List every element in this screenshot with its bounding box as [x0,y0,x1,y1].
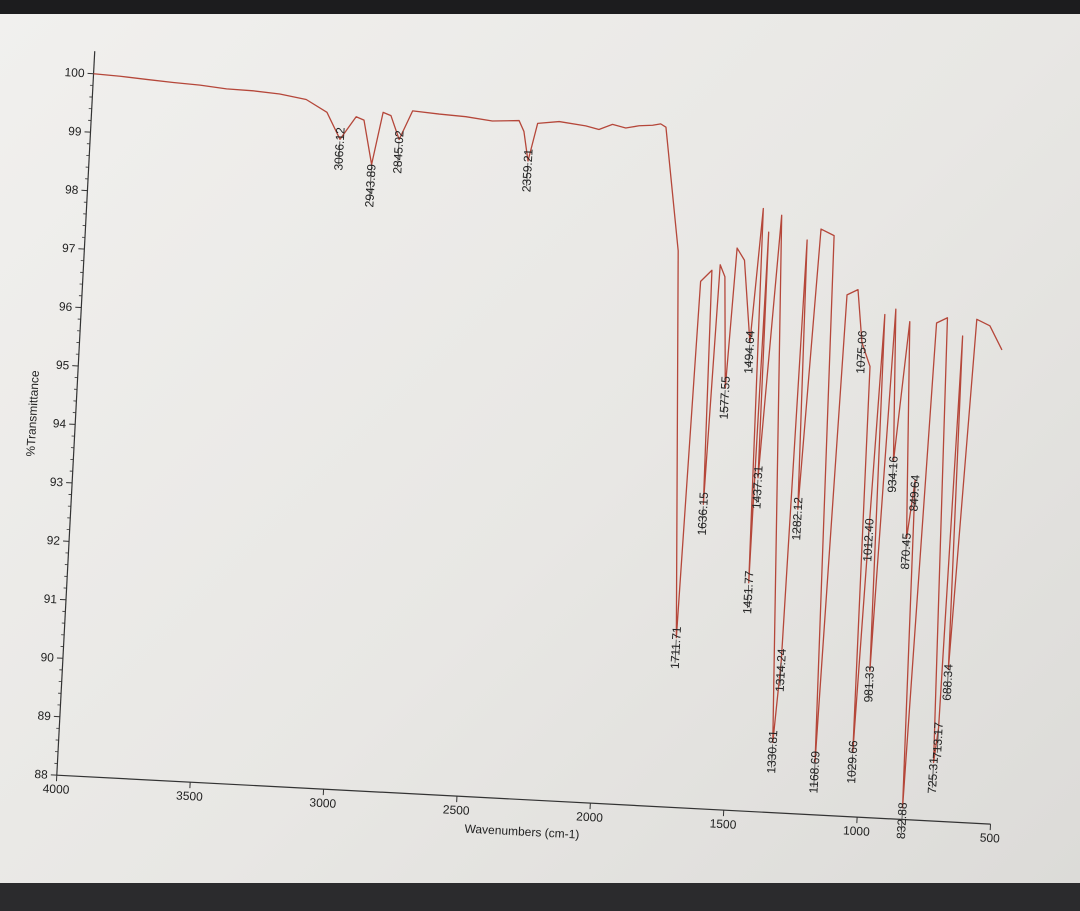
x-tick-label: 3500 [176,788,204,803]
y-tick-label: 89 [37,709,51,724]
y-tick-label: 90 [40,650,54,665]
y-tick-label: 94 [52,416,66,431]
y-tick-label: 100 [64,65,85,80]
peak-label: 1075.06 [853,330,869,374]
peak-label: 713.17 [930,721,946,759]
peak-label: 1168.69 [806,750,822,793]
y-tick-label: 95 [56,358,70,373]
y-axis-title: %Transmittance [23,370,42,457]
peak-label: 849.64 [907,474,923,512]
peak-label: 934.16 [885,455,901,493]
y-tick-label: 97 [62,241,76,256]
peak-label: 1282.12 [789,496,805,540]
y-tick-label: 92 [46,533,60,548]
x-axis-title: Wavenumbers (cm-1) [464,822,579,842]
y-tick-label: 96 [59,299,73,314]
peak-label: 1330.81 [764,730,780,774]
y-tick-label: 93 [49,475,63,490]
x-tick-label: 1500 [709,816,737,831]
y-tick-label: 91 [43,592,57,607]
monitor-screen: 100 99 98 97 96 95 94 93 92 91 90 89 88 4000 3500 3000… [0,0,1080,883]
x-tick-label: 500 [979,831,1000,846]
y-tick-label: 98 [65,182,79,197]
x-tick-label: 1000 [843,823,871,838]
peak-label: 1029.66 [844,740,860,784]
peak-label: 832.88 [894,802,910,840]
y-tick-label: 88 [34,767,48,782]
x-tick-label: 2500 [443,802,471,817]
peak-label: 1451.77 [740,570,756,614]
peak-label: 725.31 [925,756,941,794]
peak-label: 1314.24 [773,648,789,692]
peak-label: 2359.21 [519,148,535,192]
peak-label: 1577.55 [717,375,733,419]
peak-label: 870.45 [898,532,914,570]
peak-annotations: 3066.12 2943.89 2845.02 2359.21 1711.71 1636.… [298,127,982,842]
x-tick-label: 4000 [42,781,70,796]
peak-label: 688.34 [940,663,956,701]
peak-label: 1012.40 [860,518,876,562]
x-tick-label: 2000 [576,809,604,824]
peak-label: 1711.71 [668,626,684,669]
peak-label: 1437.31 [749,465,765,509]
peak-label: 3066.12 [331,127,347,171]
peak-label: 1636.15 [695,491,711,535]
peak-label: 2943.89 [362,163,378,207]
x-tick-label: 3000 [309,795,337,810]
peak-label: 2845.02 [390,130,406,174]
y-axis-line [57,51,95,775]
y-tick-label: 99 [68,124,82,139]
peak-label: 1494.64 [741,330,757,374]
peak-label: 981.33 [861,665,877,703]
